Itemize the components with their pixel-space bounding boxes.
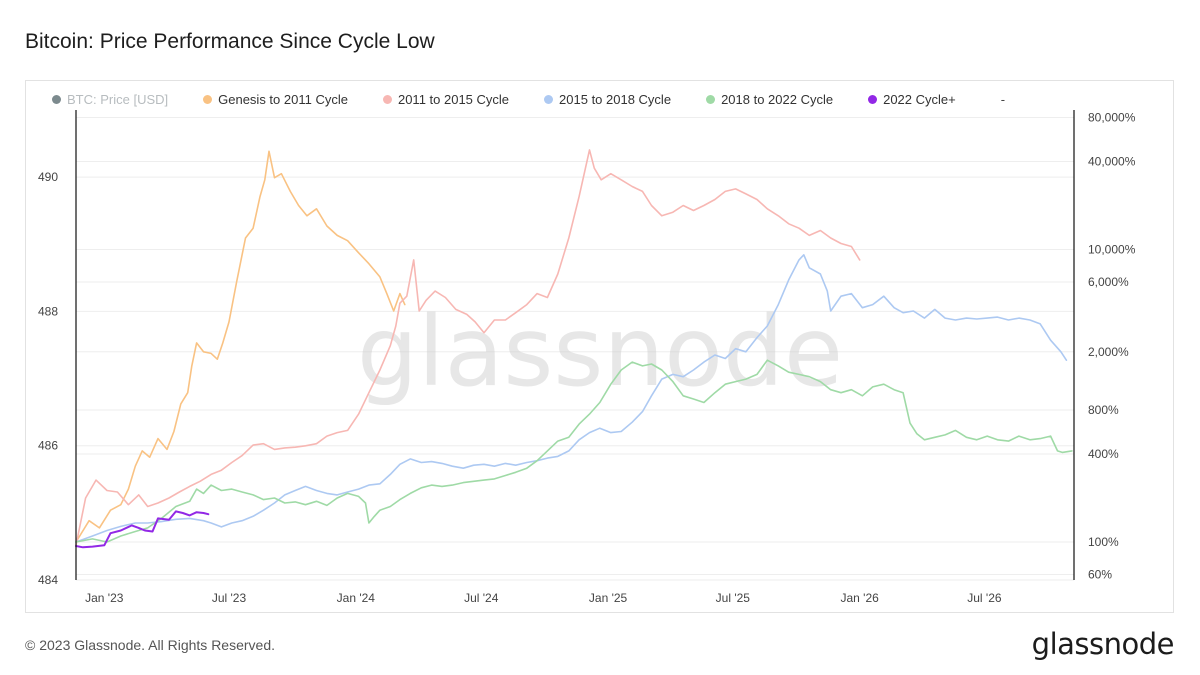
series-line-2015-to-2018-cycle [75, 254, 1068, 543]
x-tick-label: Jul '23 [212, 591, 247, 605]
axes [75, 110, 1075, 580]
y-left-tick-label: 490 [38, 170, 58, 184]
legend-label: 2022 Cycle+ [883, 91, 956, 107]
grid-lines [76, 116, 1074, 581]
chart-frame [25, 80, 1174, 613]
legend-swatch [382, 94, 392, 104]
legend-swatch [544, 94, 554, 104]
legend-extra: - [1000, 91, 1006, 107]
x-tick-label: Jul '24 [464, 591, 499, 605]
y-left-tick-label: 488 [38, 304, 58, 318]
series-line-genesis-to-2011-cycle [75, 150, 406, 543]
watermark-text: glassnode [357, 296, 843, 408]
legend-item[interactable]: 2022 Cycle+ [868, 92, 956, 107]
legend-swatch [52, 94, 61, 104]
x-tick-label: Jul '25 [716, 591, 751, 605]
legend-swatch [868, 94, 878, 104]
x-tick-label: Jan '25 [589, 591, 628, 605]
legend-label: 2015 to 2018 Cycle [559, 91, 672, 107]
legend-item[interactable]: BTC: Price [USD] [52, 92, 168, 107]
y-right-tick-label: 6,000% [1088, 275, 1129, 289]
y-left-tick-label: 486 [38, 439, 58, 453]
legend-label: BTC: Price [USD] [67, 91, 169, 107]
x-tick-label: Jan '23 [85, 591, 124, 605]
x-tick-label: Jul '26 [967, 591, 1002, 605]
x-tick-label: Jan '26 [840, 591, 879, 605]
y-right-tick-label: 100% [1088, 535, 1119, 549]
series-line-2018-to-2022-cycle [75, 359, 1073, 543]
y-right-tick-label: 10,000% [1088, 243, 1136, 257]
chart-title: Bitcoin: Price Performance Since Cycle L… [25, 30, 435, 53]
y-left-tick-label: 484 [38, 573, 58, 587]
series-line-2011-to-2015-cycle [75, 149, 861, 547]
legend-label: 2018 to 2022 Cycle [721, 91, 834, 107]
chart-legend: BTC: Price [USD] Genesis to 2011 Cycle 201… [52, 91, 1005, 107]
glassnode-logo[interactable]: glassnode [1031, 627, 1175, 661]
y-right-tick-label: 400% [1088, 447, 1119, 461]
series-lines [75, 149, 1073, 549]
legend-item[interactable]: 2015 to 2018 Cycle [544, 92, 671, 107]
legend-item[interactable]: Genesis to 2011 Cycle [203, 92, 348, 107]
y-right-tick-label: 800% [1088, 403, 1119, 417]
x-tick-label: Jan '24 [337, 591, 376, 605]
y-right-tick-label: 80,000% [1088, 110, 1136, 124]
y-right-tick-label: 60% [1088, 567, 1112, 581]
footer-copyright: © 2023 Glassnode. All Rights Reserved. [25, 637, 276, 653]
legend-item[interactable]: 2011 to 2015 Cycle [382, 91, 510, 107]
y-right-tick-label: 40,000% [1088, 155, 1136, 169]
legend-item[interactable]: 2018 to 2022 Cycle [706, 92, 833, 107]
legend-swatch [203, 94, 213, 104]
series-line-2022-cycle [75, 510, 210, 549]
tick-labels: 490 488 486 484 80,000% 40,000% 10,000% 6,000% 2… [38, 110, 1136, 605]
y-right-tick-label: 2,000% [1088, 345, 1129, 359]
legend-swatch [706, 94, 716, 104]
legend-label: Genesis to 2011 Cycle [218, 91, 348, 107]
legend-label: 2011 to 2015 Cycle [397, 91, 510, 107]
